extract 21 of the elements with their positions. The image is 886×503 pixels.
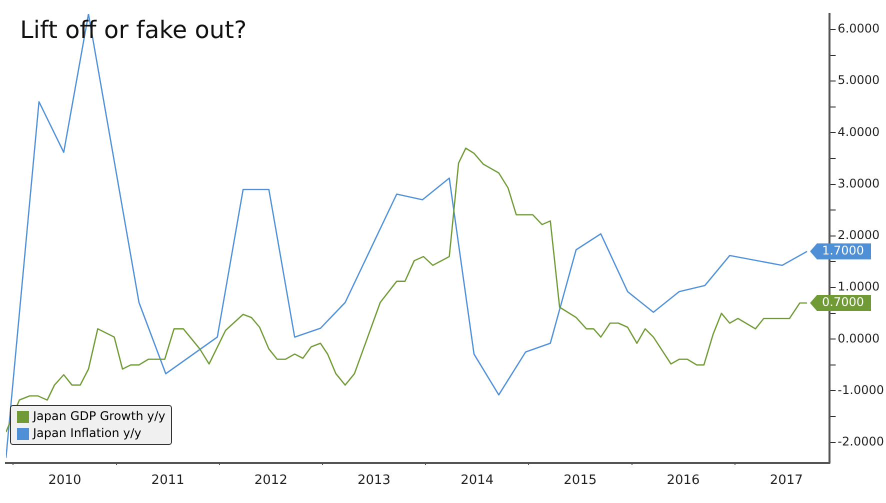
y-tick-label: 5.0000 [838,73,880,88]
x-tick-label: 2013 [357,473,391,488]
x-tick-label: 2011 [151,473,184,488]
y-tick-label: 1.0000 [838,280,880,294]
x-tick-label: 2010 [48,473,82,488]
x-tick-label: 2015 [564,473,597,488]
x-tick-label: 2016 [666,473,700,488]
y-tick-label: 3.0000 [838,176,880,190]
y-tick-label: -1.0000 [838,382,884,397]
x-tick-label: 2014 [460,473,494,488]
y-tick-label: 4.0000 [838,124,880,139]
y-tick-label: 0.0000 [838,331,880,346]
legend-label: Japan Inflation y/y [33,425,142,442]
y-tick-label: -2.0000 [838,434,884,448]
legend-label: Japan GDP Growth y/y [33,408,166,425]
x-tick-label: 2017 [770,473,803,488]
y-tick-label: 2.0000 [838,228,880,242]
data-label: 0.7000 [822,295,864,310]
y-tick-label: 6.0000 [838,22,880,36]
x-tick-label: 2012 [254,473,288,488]
data-label: 1.7000 [822,244,864,258]
